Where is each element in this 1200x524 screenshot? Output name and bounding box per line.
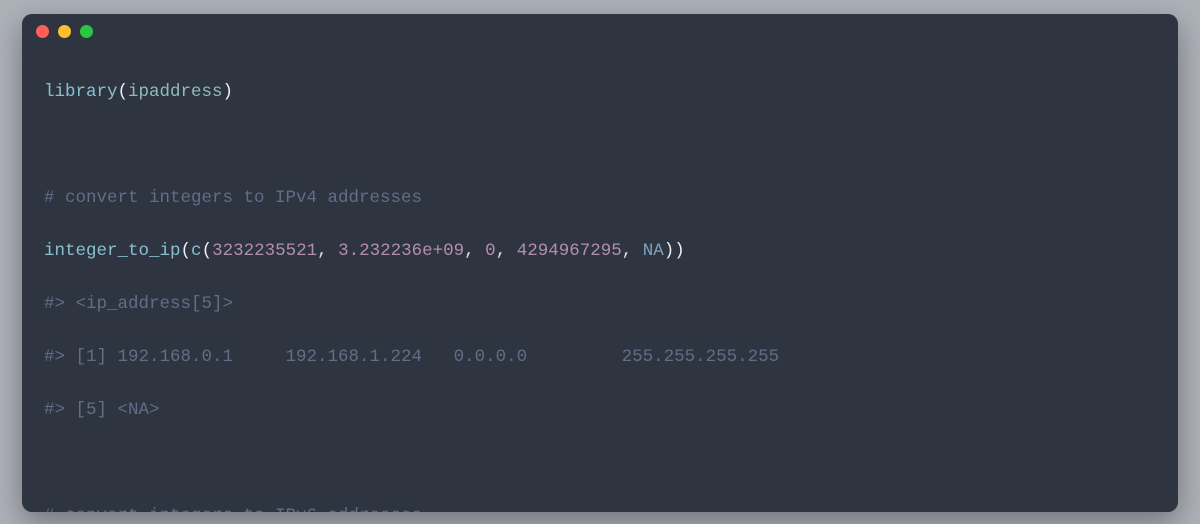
code-line: integer_to_ip(c(3232235521, 3.232236e+09… [44,238,1156,265]
token-sep: , [496,241,517,261]
token-paren: ( [118,82,129,102]
token-function: library [44,82,118,102]
token-sep: , [464,241,485,261]
token-package: ipaddress [128,82,223,102]
token-number: 4294967295 [517,241,622,261]
code-line: library(ipaddress) [44,79,1156,106]
token-paren: ( [202,241,213,261]
output-line: #> [5] <NA> [44,397,1156,424]
blank-line [44,132,1156,159]
zoom-icon[interactable] [80,25,93,38]
minimize-icon[interactable] [58,25,71,38]
token-sep: , [317,241,338,261]
window-titlebar [22,14,1178,48]
token-paren: ) [674,241,685,261]
code-area: library(ipaddress) # convert integers to… [22,48,1178,512]
blank-line [44,450,1156,477]
code-comment: # convert integers to IPv6 addresses [44,503,1156,513]
output-line: #> <ip_address[5]> [44,291,1156,318]
token-paren: ) [664,241,675,261]
token-function: integer_to_ip [44,241,181,261]
code-comment: # convert integers to IPv4 addresses [44,185,1156,212]
close-icon[interactable] [36,25,49,38]
token-constant: NA [643,241,664,261]
terminal-window: library(ipaddress) # convert integers to… [22,14,1178,512]
token-paren: ( [181,241,192,261]
output-line: #> [1] 192.168.0.1 192.168.1.224 0.0.0.0… [44,344,1156,371]
token-number: 3232235521 [212,241,317,261]
token-number: 3.232236e+09 [338,241,464,261]
token-paren: ) [223,82,234,102]
token-sep: , [622,241,643,261]
token-function: c [191,241,202,261]
token-number: 0 [485,241,496,261]
